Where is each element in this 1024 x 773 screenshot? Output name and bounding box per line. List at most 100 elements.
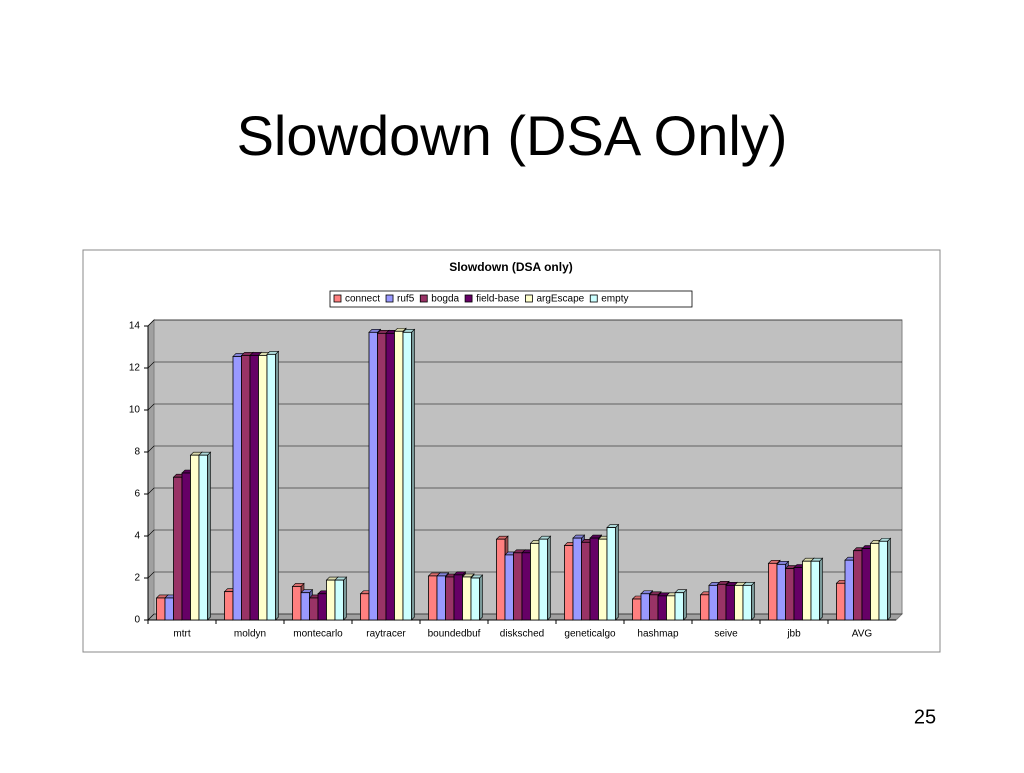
legend-swatch [525, 294, 533, 303]
bar [334, 579, 344, 621]
legend-label: empty [601, 294, 628, 305]
bar [496, 538, 506, 621]
bar [394, 330, 404, 621]
bar [632, 598, 642, 621]
bar-side [615, 523, 619, 621]
bar [649, 594, 659, 621]
bar [657, 595, 667, 621]
bar [173, 476, 183, 621]
bar [504, 554, 514, 621]
bar [734, 584, 744, 621]
bar-side [479, 574, 483, 621]
grid-line [147, 529, 155, 537]
x-tick-label: moldyn [234, 629, 266, 640]
legend-label: connect [345, 294, 380, 305]
bar [292, 586, 302, 621]
chart-title: Slowdown (DSA only) [449, 260, 573, 274]
bar-side [819, 557, 823, 621]
y-tick-label: 10 [129, 405, 141, 416]
bar-side [275, 350, 279, 621]
bar [181, 472, 191, 621]
bar [725, 584, 735, 621]
x-tick-label: seive [714, 629, 738, 640]
bar [470, 577, 480, 621]
y-tick-label: 14 [129, 321, 141, 332]
bar [598, 538, 608, 621]
bar-side [547, 535, 551, 621]
bar [300, 592, 310, 621]
bar [793, 567, 803, 621]
x-tick-label: mtrt [173, 629, 190, 640]
bar [317, 593, 327, 621]
grid-line [147, 319, 155, 327]
bar-side [343, 576, 347, 621]
bar [878, 540, 888, 621]
bar [861, 548, 871, 621]
slide-title: Slowdown (DSA Only) [237, 104, 788, 167]
bar [844, 559, 854, 621]
legend-label: bogda [431, 294, 459, 305]
x-tick-label: raytracer [366, 629, 406, 640]
legend-swatch [419, 294, 428, 303]
bar [453, 574, 463, 621]
grid-line [147, 571, 155, 579]
x-tick-label: boundedbuf [428, 629, 481, 640]
grid-line [147, 487, 155, 495]
grid-line [147, 613, 155, 621]
bar [224, 591, 234, 621]
bar [572, 537, 582, 621]
grid-line [147, 403, 155, 411]
bar [360, 593, 370, 621]
bar [249, 354, 259, 621]
bar [241, 354, 251, 621]
grid-line [147, 361, 155, 369]
bar [581, 541, 591, 621]
legend-swatch [385, 294, 394, 303]
bar-side [411, 328, 415, 621]
bar [428, 575, 438, 621]
bar [768, 562, 778, 621]
y-tick-label: 8 [134, 447, 140, 458]
bar [326, 579, 336, 621]
x-tick-label: jbb [786, 629, 801, 640]
bar [785, 568, 795, 621]
x-tick-label: disksched [500, 629, 544, 640]
page-number: 25 [914, 706, 936, 728]
y-tick-label: 2 [134, 573, 140, 584]
bar [266, 353, 276, 621]
bar-side [683, 588, 687, 621]
x-tick-label: geneticalgo [564, 629, 616, 640]
bar [700, 594, 710, 621]
legend-label: ruf5 [397, 294, 415, 305]
bar [802, 560, 812, 621]
bar [462, 576, 472, 621]
bar [521, 552, 531, 621]
legend-swatch [333, 294, 342, 303]
bar [232, 356, 242, 621]
legend-swatch [464, 294, 473, 303]
bar [853, 550, 863, 621]
bar [513, 552, 523, 621]
legend-label: field-base [476, 294, 520, 305]
bar [368, 331, 378, 621]
bar [445, 576, 455, 621]
bar [836, 582, 846, 621]
bar [742, 584, 752, 621]
bar-side [887, 537, 891, 621]
bar [530, 542, 540, 621]
bar [717, 583, 727, 621]
bar-side [207, 451, 211, 621]
bar [776, 563, 786, 621]
x-tick-label: hashmap [637, 629, 679, 640]
bar [164, 597, 174, 621]
legend-swatch [589, 294, 598, 303]
bar [606, 527, 616, 621]
bar [198, 454, 208, 621]
bar [156, 597, 166, 621]
legend-label: argEscape [536, 294, 584, 305]
bar [708, 584, 718, 621]
y-tick-label: 6 [134, 489, 140, 500]
bar [870, 542, 880, 621]
